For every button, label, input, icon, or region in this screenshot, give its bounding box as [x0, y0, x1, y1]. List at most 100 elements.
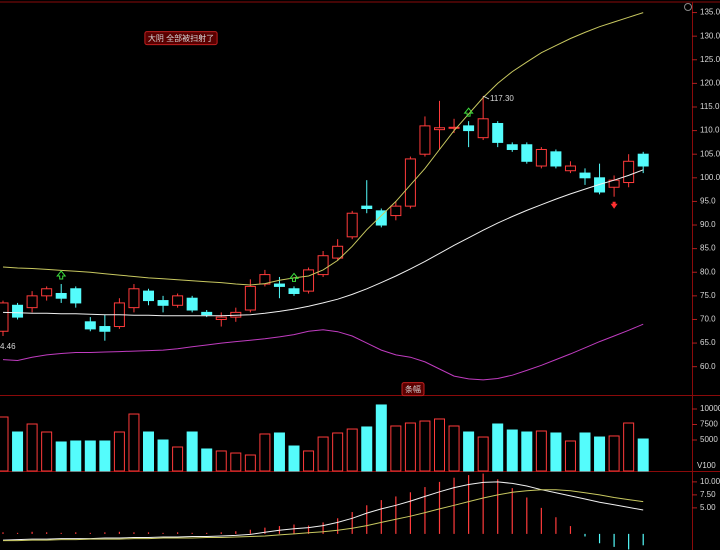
- annotation-box: [401, 382, 425, 397]
- annotation: 条幅: [405, 384, 421, 394]
- volume-bar: [201, 448, 213, 472]
- candle-body: [0, 302, 9, 332]
- volume-bar: [273, 432, 285, 472]
- volume-bar: [186, 431, 198, 472]
- volume-bar: [99, 440, 111, 472]
- annotation: 4.46: [0, 342, 16, 351]
- volume-bar: [434, 418, 445, 472]
- volume-bar: [361, 426, 373, 472]
- volume-bar: [579, 432, 591, 472]
- y-tick-label: 105.0: [700, 149, 720, 158]
- candle-body: [157, 300, 169, 306]
- candle-body: [623, 160, 635, 184]
- y-tick-label: 110.0: [700, 126, 720, 135]
- y-tick-label: 95.0: [700, 197, 716, 206]
- volume-bar: [172, 446, 184, 472]
- candle-body: [404, 158, 416, 207]
- candle-body: [637, 153, 649, 167]
- y-tick-label: 75.0: [700, 291, 716, 300]
- volume-bar: [12, 431, 24, 472]
- candle-body: [303, 269, 315, 292]
- volume-bar: [143, 431, 154, 472]
- candle-body: [84, 321, 96, 330]
- y-tick-label: 85.0: [700, 244, 716, 253]
- y-tick-label: 5.00: [700, 503, 716, 512]
- volume-bar: [477, 436, 489, 472]
- volume-bar: [0, 416, 9, 472]
- volume-bar: [535, 430, 547, 472]
- volume-bar: [288, 445, 300, 472]
- candle-body: [244, 285, 256, 311]
- y-tick-label: 90.0: [700, 220, 716, 229]
- volume-bar: [128, 413, 140, 472]
- candle-body: [535, 148, 547, 167]
- buy-signal: [56, 270, 67, 280]
- volume-bar: [317, 436, 329, 472]
- sell-signal: [610, 201, 618, 209]
- y-tick-label: 10.00: [700, 477, 720, 486]
- volume-bar: [70, 440, 82, 472]
- y-tick-label: 120.0: [700, 78, 720, 87]
- candle-body: [448, 126, 460, 129]
- annotation-leader: [482, 95, 490, 100]
- y-tick-label: 65.0: [700, 338, 716, 347]
- volume-bar: [244, 454, 256, 472]
- ma-line: [2, 169, 644, 317]
- candle-body: [463, 125, 475, 132]
- macd-line: [3, 489, 644, 542]
- candle-body: [375, 210, 387, 226]
- volume-bar: [41, 431, 53, 472]
- volume-bar: [26, 423, 38, 472]
- ma-line: [2, 12, 644, 286]
- candle-body: [361, 205, 373, 209]
- annotation: 大阴 全部被扫射了: [148, 33, 214, 43]
- candle-body: [41, 288, 53, 297]
- candle-body: [521, 144, 533, 162]
- panel-label: V100: [697, 461, 716, 470]
- volume-bar: [608, 435, 620, 472]
- volume-bar: [448, 425, 460, 472]
- candle-body: [26, 295, 38, 309]
- candle-body: [550, 151, 562, 167]
- volume-bar: [419, 420, 431, 472]
- buy-signal: [463, 107, 474, 117]
- candle-body: [273, 283, 285, 287]
- annotation: 117.30: [490, 94, 514, 103]
- candle-body: [99, 326, 111, 332]
- candle-body: [288, 288, 300, 294]
- candle-body: [492, 123, 504, 143]
- candle-body: [12, 304, 24, 318]
- y-tick-label: 7.50: [700, 490, 716, 499]
- volume-bar: [550, 432, 562, 472]
- y-tick-label: 135.0: [700, 8, 720, 17]
- candle-body: [128, 288, 140, 309]
- candle-body: [186, 297, 198, 311]
- candle-body: [434, 127, 445, 131]
- y-tick-label: 10000: [700, 404, 720, 413]
- volume-bar: [230, 452, 242, 472]
- candle-body: [579, 172, 591, 179]
- candle-body: [390, 205, 402, 217]
- volume-bar: [404, 422, 416, 472]
- volume-bar: [594, 436, 606, 472]
- volume-bar: [463, 431, 475, 472]
- volume-bar: [84, 440, 96, 472]
- candle-body: [506, 144, 518, 150]
- candle-body: [201, 311, 213, 316]
- macd-line: [2, 481, 644, 541]
- candle-body: [419, 125, 431, 155]
- volume-bar: [55, 441, 67, 472]
- y-tick-label: 130.0: [700, 31, 720, 40]
- volume-bar: [390, 425, 402, 472]
- y-tick-label: 5000: [700, 435, 718, 444]
- volume-bar: [637, 438, 649, 472]
- settings-icon[interactable]: [684, 3, 692, 11]
- y-tick-label: 100.0: [700, 173, 720, 182]
- y-tick-label: 70.0: [700, 315, 716, 324]
- annotation-box: [144, 31, 218, 46]
- buy-signal: [288, 272, 300, 282]
- candle-body: [55, 292, 67, 299]
- y-tick-label: 125.0: [700, 55, 720, 64]
- candle-body: [332, 245, 344, 259]
